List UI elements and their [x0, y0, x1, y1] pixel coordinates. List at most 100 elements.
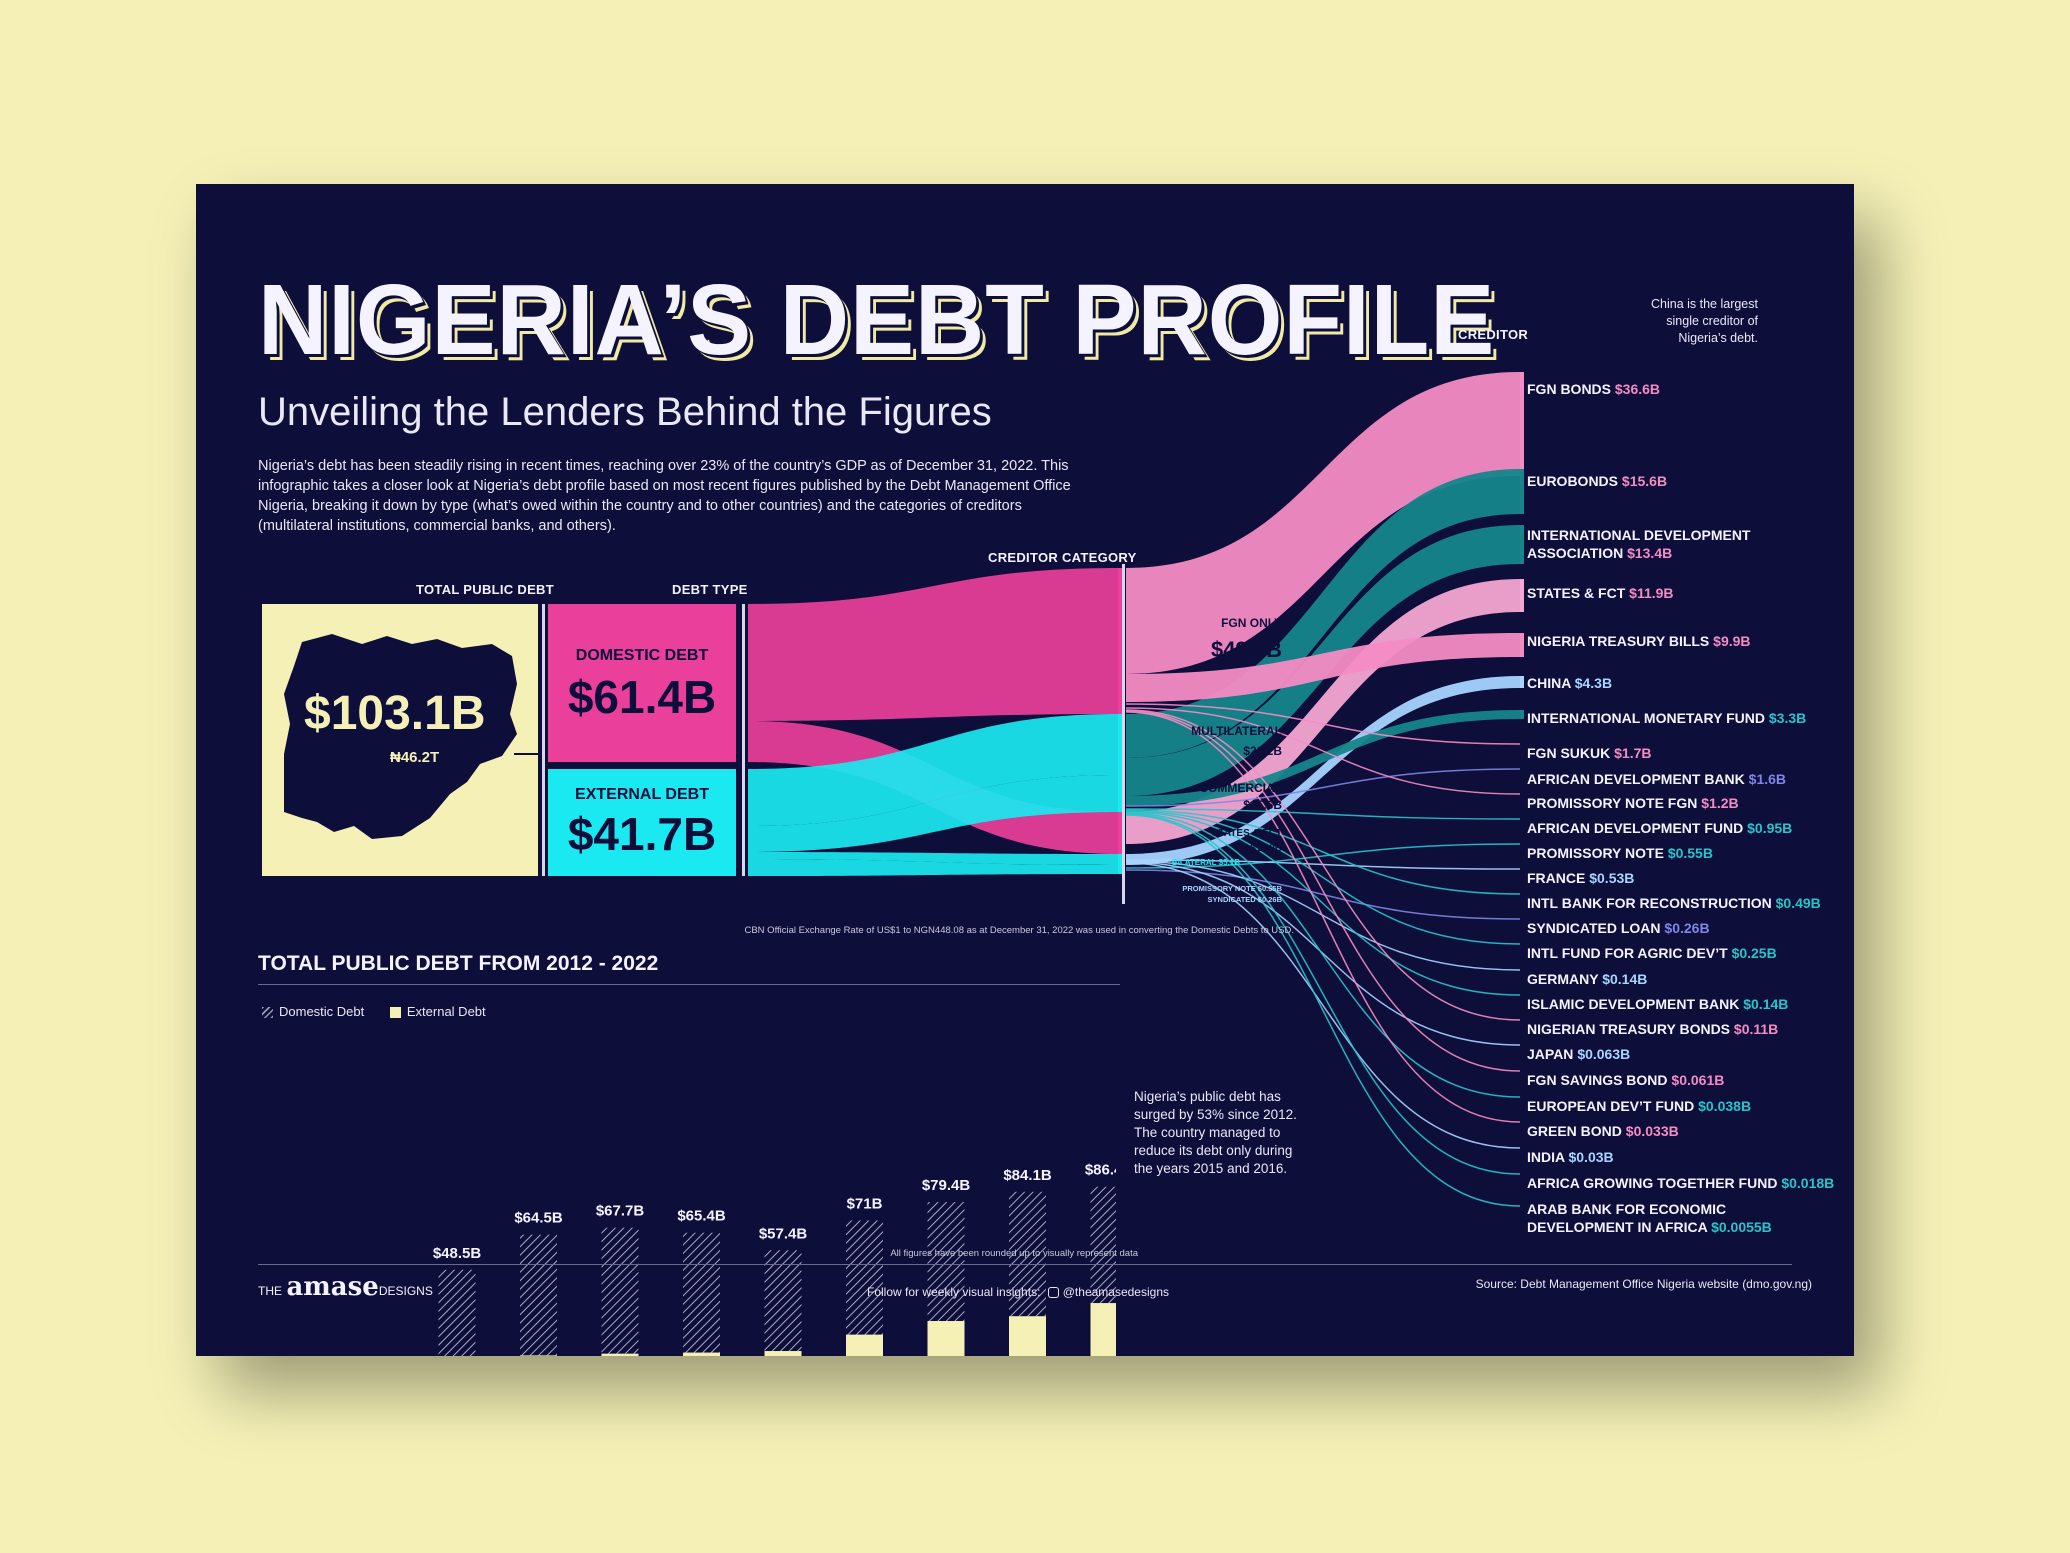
- intro-text: Nigeria’s debt has been steadily rising …: [258, 458, 1071, 534]
- infographic-poster: NIGERIA’S DEBT PROFILE Unveiling the Len…: [196, 184, 1854, 1356]
- creditor-item: INTL FUND FOR AGRIC DEV’T $0.25B: [1527, 944, 1777, 962]
- creditor-value: $0.26B: [1664, 920, 1710, 936]
- creditor-value: $0.11B: [1733, 1021, 1779, 1037]
- creditor-name: INTERNATIONAL DEVELOPMENT: [1527, 527, 1751, 543]
- creditor-item: AFRICAN DEVELOPMENT BANK $1.6B: [1527, 770, 1786, 788]
- external-value: $41.7B: [567, 808, 717, 860]
- header-total-debt: TOTAL PUBLIC DEBT: [416, 582, 554, 597]
- total-usd: $103.1B: [304, 687, 486, 740]
- creditor-bar: [1520, 372, 1524, 476]
- bar-value-label: $67.7B: [596, 1203, 645, 1220]
- creditor-item: AFRICA GROWING TOGETHER FUND $0.018B: [1527, 1174, 1834, 1192]
- creditor-name: NIGERIAN TREASURY BONDS: [1527, 1021, 1734, 1037]
- bar-value-label: $71B: [847, 1195, 883, 1212]
- creditor-value: $11.9B: [1629, 585, 1674, 601]
- creditor-thin-flow: [1125, 862, 1521, 1149]
- creditor-value: $0.0055B: [1711, 1219, 1772, 1235]
- bar-external: [520, 1355, 557, 1356]
- divider-type-category: [742, 604, 745, 876]
- creditor-item: PROMISSORY NOTE FGN $1.2B: [1527, 794, 1739, 812]
- creditor-thin-flow: [1125, 861, 1521, 1046]
- creditor-bar: [1520, 633, 1524, 657]
- creditor-name: FGN BONDS: [1527, 381, 1615, 397]
- creditor-item: PROMISSORY NOTE $0.55B: [1527, 844, 1713, 862]
- category-bar: [1118, 568, 1122, 714]
- category-bar: [1118, 812, 1122, 854]
- header-creditor-category: CREDITOR CATEGORY: [988, 550, 1137, 565]
- creditor-value: $0.49B: [1775, 895, 1821, 911]
- bar-domestic: [1090, 1186, 1116, 1304]
- creditor-bar: [1520, 579, 1524, 612]
- creditor-item: NIGERIAN TREASURY BONDS $0.11B: [1527, 1020, 1778, 1038]
- bar-external: [927, 1321, 965, 1356]
- cat-states-value: $11.9B: [1250, 843, 1282, 854]
- creditor-value: $3.3B: [1768, 710, 1807, 726]
- china-note: China is the largest single creditor of …: [1650, 297, 1758, 345]
- creditor-value: $1.7B: [1614, 745, 1652, 761]
- legend-domestic-swatch: [262, 1007, 273, 1019]
- bar-value-label: $86.4B: [1085, 1162, 1116, 1179]
- creditor-value: $0.25B: [1731, 945, 1777, 961]
- cat-bilateral: BILATERAL $5.1B: [1171, 858, 1240, 867]
- creditor-item: INTERNATIONAL DEVELOPMENT ASSOCIATION $1…: [1527, 526, 1751, 562]
- total-ngn: ₦46.2T: [390, 749, 440, 766]
- creditor-value: $0.018B: [1781, 1175, 1835, 1191]
- category-bar: [1118, 865, 1122, 874]
- creditor-thin-flow: [1125, 710, 1521, 1072]
- bar-external: [846, 1334, 883, 1356]
- creditor-item: CHINA $4.3B: [1527, 674, 1612, 692]
- creditor-bar: [1520, 525, 1524, 564]
- creditor-value: $15.6B: [1621, 473, 1668, 489]
- cat-syndicated: SYNDICATED $0.26B: [1207, 895, 1282, 904]
- creditor-bar: [1520, 676, 1524, 688]
- category-creditor-flow: [1126, 579, 1520, 844]
- category-bar: [1118, 775, 1122, 812]
- bar-value-label: $48.5B: [433, 1245, 482, 1262]
- bar-domestic: [846, 1220, 883, 1335]
- creditor-value: $4.3B: [1574, 675, 1613, 691]
- creditor-thin-flow: [1125, 810, 1521, 945]
- creditor-item: INTERNATIONAL MONETARY FUND $3.3B: [1527, 709, 1806, 727]
- bar-domestic: [764, 1250, 802, 1352]
- creditor-value: $1.2B: [1701, 795, 1739, 811]
- instagram-handle[interactable]: @theamasedesigns: [1062, 1285, 1169, 1299]
- type-category-flow: [748, 775, 1120, 852]
- bar-external: [764, 1351, 802, 1356]
- domestic-value: $61.4B: [567, 671, 717, 723]
- creditor-name: PROMISSORY NOTE FGN: [1527, 795, 1702, 811]
- category-bar: [1118, 854, 1122, 865]
- creditor-value: $0.95B: [1747, 820, 1793, 836]
- creditor-thin-flow: [1125, 709, 1521, 1021]
- exchange-rate-note: CBN Official Exchange Rate of US$1 to NG…: [744, 925, 1294, 936]
- domestic-debt-box: DOMESTIC DEBT $61.4B: [548, 604, 736, 762]
- header-debt-type: DEBT TYPE: [672, 582, 748, 597]
- bar-value-label: $64.5B: [514, 1210, 563, 1227]
- bar-domestic: [438, 1269, 476, 1356]
- rounding-note: All figures have been rounded up to visu…: [890, 1248, 1138, 1259]
- bar-value-label: $79.4B: [922, 1177, 971, 1194]
- bar-value-label: $84.1B: [1003, 1167, 1052, 1184]
- type-category-flow: [748, 714, 1120, 826]
- type-category-flow: [748, 859, 1120, 876]
- follow-text: Follow for weekly visual insights: @thea…: [867, 1285, 1169, 1299]
- bar-title-divider: [258, 984, 1120, 985]
- creditor-name: AFRICAN DEVELOPMENT BANK: [1527, 771, 1749, 787]
- category-bar: [1118, 714, 1122, 775]
- bar-external: [601, 1353, 639, 1356]
- creditor-item: INDIA $0.03B: [1527, 1148, 1614, 1166]
- creditor-name-line2: ASSOCIATION: [1527, 545, 1628, 561]
- external-debt-box: EXTERNAL DEBT $41.7B: [548, 769, 736, 876]
- external-label: EXTERNAL DEBT: [575, 786, 709, 803]
- creditor-name: GREEN BOND: [1527, 1123, 1626, 1139]
- creditor-item: EUROBONDS $15.6B: [1527, 472, 1667, 490]
- bar-domestic: [1009, 1191, 1046, 1317]
- brand-designs: DESIGNS: [378, 1284, 433, 1298]
- footer-divider: [258, 1264, 1792, 1265]
- creditor-thin-flow: [1125, 812, 1521, 1098]
- creditor-item: FGN SAVINGS BOND $0.061B: [1527, 1071, 1724, 1089]
- creditor-value: $13.4B: [1627, 545, 1673, 561]
- creditor-item: FGN BONDS $36.6B: [1527, 380, 1660, 398]
- creditor-value: $0.14B: [1743, 996, 1789, 1012]
- creditor-name: INTL FUND FOR AGRIC DEV’T: [1527, 945, 1732, 961]
- bar-external: [1090, 1303, 1116, 1356]
